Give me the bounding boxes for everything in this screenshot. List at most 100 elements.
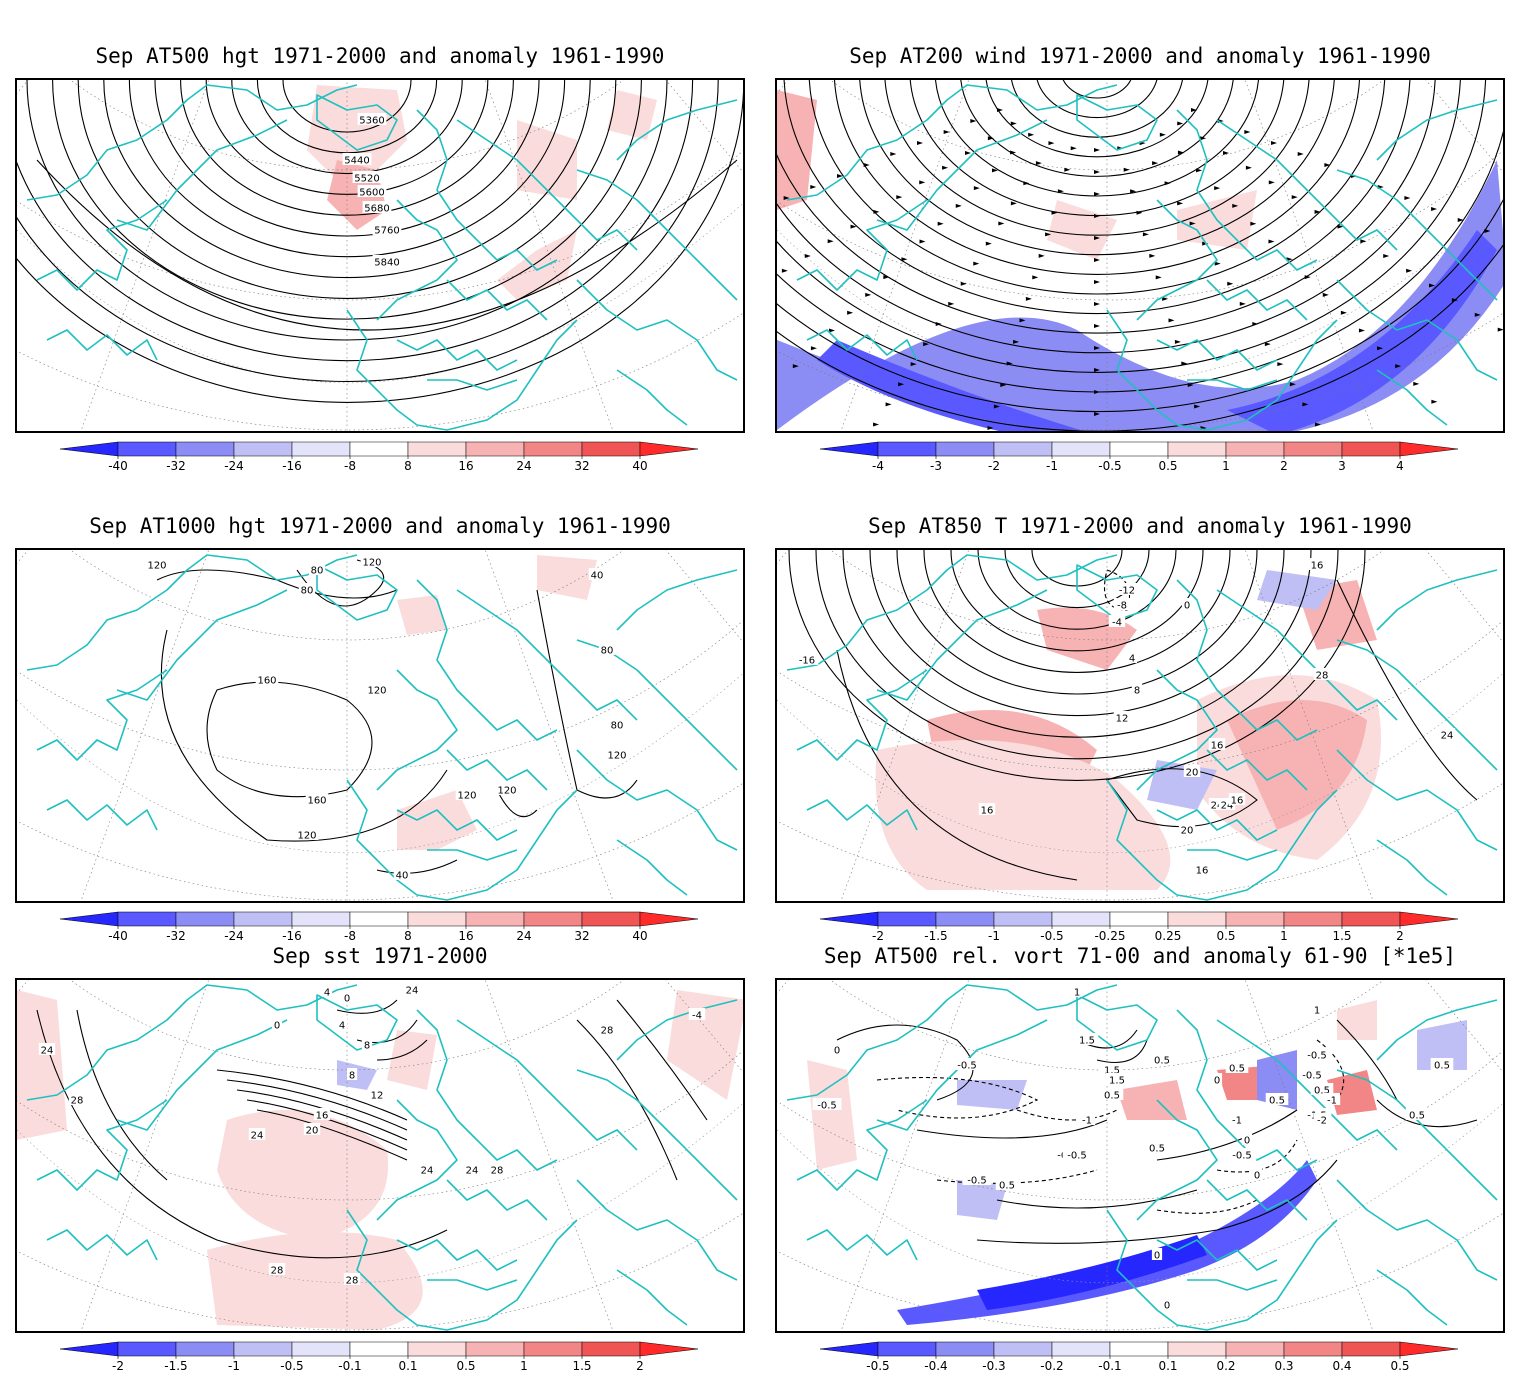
- contour-label-bg: [812, 1098, 842, 1110]
- wind-arrow: [991, 168, 998, 173]
- contour-label: -0.5: [1067, 1151, 1087, 1162]
- colorbar-label: 8: [404, 929, 412, 943]
- contour-lines: [36, 999, 708, 1259]
- contour-label-bg: [248, 1128, 266, 1140]
- contour-label-bg: [1308, 558, 1326, 570]
- colorbar-label: -16: [282, 459, 302, 473]
- contour-label: 0: [1184, 601, 1190, 612]
- colorbar-segment: [935, 911, 995, 927]
- contour-label: 160: [307, 796, 326, 807]
- contour-label: 24: [406, 986, 419, 997]
- wind-arrow: [955, 203, 962, 208]
- colorbar-label: 0.4: [1332, 1359, 1351, 1373]
- colorbar-segment: [581, 911, 641, 927]
- contour-label-bg: [962, 1173, 992, 1185]
- colorbar: -4 -3 -2 -1 -0.5 0.5 1 2 3 4: [819, 440, 1470, 474]
- wind-arrow: [885, 402, 892, 407]
- colorbar-label: 40: [632, 929, 647, 943]
- contour-label-bg: [1208, 738, 1226, 750]
- wind-arrow: [964, 150, 971, 155]
- wind-arrow: [883, 275, 890, 280]
- colorbar-segment: [1225, 1341, 1285, 1357]
- wind-arrow: [1377, 346, 1384, 351]
- wind-arrow: [1136, 210, 1143, 215]
- map-frame: 011.50.5-0.51.51.50.5-0.5-1-0.50.50-0.5-…: [775, 978, 1505, 1333]
- contour-label: -12: [1119, 586, 1135, 597]
- colorbar-label: -32: [166, 459, 186, 473]
- wind-arrow: [1404, 196, 1411, 200]
- colorbar-label: 0.1: [398, 1359, 417, 1373]
- contour-label: -1: [1082, 1116, 1092, 1127]
- coastlines: [26, 554, 738, 901]
- colorbar-label: -0.3: [982, 1359, 1005, 1373]
- colorbar-label: -32: [166, 929, 186, 943]
- wind-arrow: [1340, 310, 1347, 315]
- colorbar-arrow-left: [59, 441, 119, 457]
- wind-arrow: [1252, 321, 1259, 326]
- colorbar-label: 16: [458, 459, 473, 473]
- wind-arrow: [1051, 210, 1058, 215]
- wind-arrow: [1227, 281, 1234, 286]
- wind-arrow: [1429, 283, 1436, 288]
- panel-t850: Sep AT850 T 1971-2000 and anomaly 1961-1…: [760, 470, 1520, 943]
- colorbar-segment: [1283, 1341, 1343, 1357]
- wind-arrow: [937, 221, 944, 226]
- colorbar-segment: [1283, 441, 1343, 457]
- contour-labels: 120 80 120 80 40 160 120 80 160 120 80 120 120 120 40: [145, 555, 629, 882]
- wind-streamlines: [781, 108, 1503, 431]
- wind-arrow: [1038, 253, 1045, 258]
- colorbar-arrow-right: [1399, 441, 1459, 457]
- contour-label-bg: [1131, 683, 1143, 695]
- colorbar-label: -40: [108, 929, 128, 943]
- colorbar-arrow-right: [639, 1341, 699, 1357]
- contour-label-bg: [1251, 1168, 1263, 1180]
- map-frame: 120 80 120 80 40 160 120 80 160 120 80 120 120 120 40: [15, 548, 745, 903]
- colorbar-label: 0.3: [1274, 1359, 1293, 1373]
- colorbar-arrow-right: [1399, 1341, 1459, 1357]
- colorbar-label: -0.5: [1040, 929, 1063, 943]
- contour-label: 5440: [344, 156, 369, 167]
- contour-label-bg: [352, 171, 382, 183]
- wind-arrow: [1360, 239, 1367, 244]
- contour-label-bg: [1265, 1093, 1289, 1105]
- wind-arrow: [1168, 318, 1175, 323]
- contour-lines: [777, 80, 1503, 431]
- contour-label-bg: [271, 1018, 283, 1030]
- contour-label: 0.5: [1409, 1111, 1425, 1122]
- contour-label-bg: [1145, 1141, 1169, 1153]
- contour-label-bg: [952, 1058, 982, 1070]
- wind-arrow: [1094, 214, 1100, 218]
- contour-label: -1: [1327, 1096, 1337, 1107]
- contour-label: 24: [251, 1131, 264, 1142]
- contour-label: 12: [371, 1091, 384, 1102]
- contour-label-bg: [1228, 793, 1246, 805]
- colorbar-label: 32: [574, 929, 589, 943]
- colorbar-segment: [1283, 911, 1343, 927]
- contour-label: 28: [601, 1026, 614, 1037]
- wind-arrow: [829, 328, 836, 333]
- contour-label: 0.5: [1154, 1056, 1170, 1067]
- coastlines: [786, 554, 1498, 901]
- contour-label: 0.5: [1229, 1064, 1245, 1075]
- contour-label-bg: [342, 153, 372, 165]
- colorbar-segment: [117, 911, 177, 927]
- colorbar-segment: [1051, 441, 1111, 457]
- colorbar-segment: [407, 911, 467, 927]
- wind-arrow: [1297, 152, 1304, 156]
- wind-arrow: [1000, 382, 1007, 387]
- colorbar-label: -0.5: [280, 1359, 303, 1373]
- contour-label-bg: [1183, 765, 1201, 777]
- wind-arrow: [827, 239, 834, 244]
- contour-label: 1: [1314, 1006, 1320, 1017]
- wind-arrow: [1094, 368, 1100, 372]
- wind-arrow: [836, 174, 843, 178]
- contour-label-bg: [403, 983, 421, 995]
- wind-arrow: [1174, 339, 1181, 344]
- colorbar-label: -24: [224, 929, 244, 943]
- panel-sst: Sep sst 1971-2000 24 28 4 0 8 4 8 12 16 20 24 24 24 2…: [0, 940, 760, 1373]
- colorbar-label: -1: [988, 929, 1000, 943]
- contour-label: 120: [297, 831, 316, 842]
- contour-labels: 011.50.5-0.51.51.50.5-0.5-1-0.50.50-0.5-…: [812, 985, 1454, 1312]
- colorbar-segment: [581, 1341, 641, 1357]
